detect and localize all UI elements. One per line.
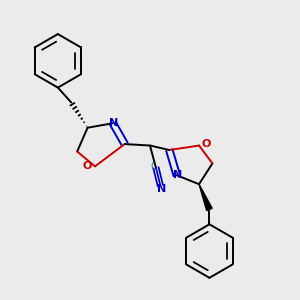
Text: N: N	[109, 118, 118, 128]
Text: N: N	[173, 170, 182, 180]
Text: C: C	[150, 162, 156, 171]
Polygon shape	[199, 184, 212, 211]
Text: O: O	[202, 139, 211, 149]
Text: N: N	[157, 184, 166, 194]
Text: O: O	[82, 161, 92, 171]
